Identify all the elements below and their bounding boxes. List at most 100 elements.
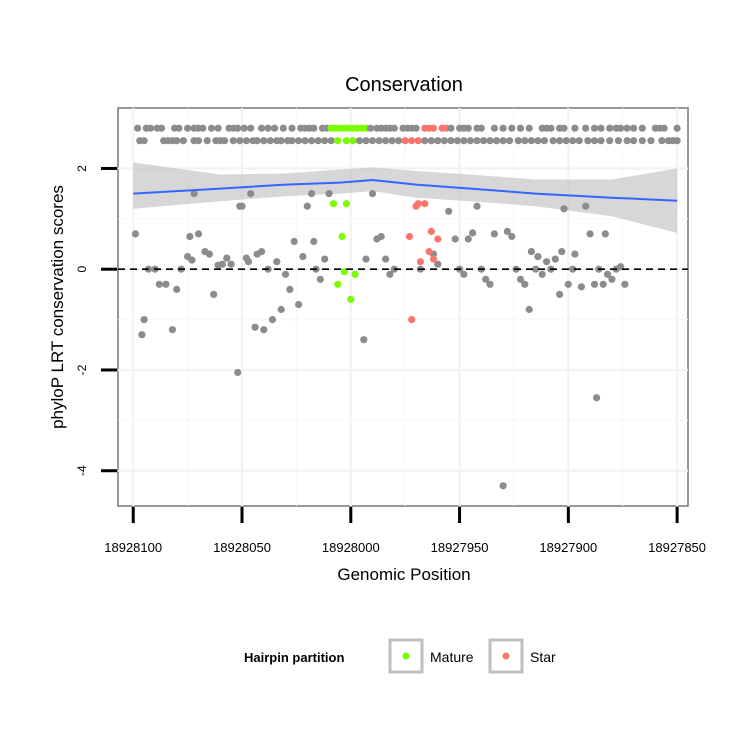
top-point-other xyxy=(242,137,250,145)
top-point-other xyxy=(390,124,398,132)
point-other xyxy=(508,232,516,241)
y-tick-label: 0 xyxy=(75,266,89,273)
x-axis-label: Genomic Position xyxy=(337,565,470,584)
point-other xyxy=(218,260,226,268)
legend-label-mature: Mature xyxy=(430,649,474,665)
confidence-ribbon-layer xyxy=(133,162,678,233)
x-tick-label: 18927850 xyxy=(648,540,706,555)
top-point-other xyxy=(240,124,248,132)
top-point-other xyxy=(623,137,631,145)
smooth-line-layer xyxy=(133,178,678,202)
top-point-other xyxy=(247,124,255,132)
point-other xyxy=(582,202,590,210)
point-other xyxy=(527,248,536,256)
top-point-other xyxy=(310,124,318,132)
top-point-other xyxy=(321,137,329,145)
point-star xyxy=(425,248,433,256)
top-point-other xyxy=(140,137,148,145)
point-other xyxy=(608,275,616,283)
point-other xyxy=(173,285,181,293)
point-other xyxy=(445,207,453,215)
top-point-other xyxy=(477,124,485,132)
point-other xyxy=(473,202,481,210)
top-point-other xyxy=(638,124,646,132)
point-other xyxy=(155,280,163,288)
point-other xyxy=(190,190,198,198)
top-point-other xyxy=(179,137,187,145)
point-other xyxy=(377,232,385,241)
top-point-other xyxy=(447,137,455,145)
top-point-other xyxy=(590,124,599,132)
top-point-other xyxy=(630,137,638,145)
point-other xyxy=(368,190,377,198)
top-point-other xyxy=(362,137,370,145)
x-axis: 18928100 18928050 18928000 18927950 18927900… xyxy=(104,507,706,555)
top-point-other xyxy=(673,124,681,132)
point-other xyxy=(571,250,579,258)
legend-title: Hairpin partition xyxy=(244,650,344,665)
top-point-other xyxy=(229,137,237,145)
top-point-other xyxy=(486,137,494,145)
point-other xyxy=(194,230,203,238)
point-other xyxy=(538,270,546,278)
point-other xyxy=(532,265,540,273)
top-point-other xyxy=(440,137,448,145)
top-point-other xyxy=(271,124,279,132)
point-other xyxy=(577,283,586,291)
top-point-other xyxy=(623,124,631,132)
point-other xyxy=(586,230,594,238)
point-other xyxy=(469,229,477,237)
top-point-other xyxy=(658,137,666,145)
point-other xyxy=(543,258,551,266)
point-other xyxy=(556,290,564,298)
point-other xyxy=(223,254,231,262)
point-other xyxy=(486,280,494,288)
top-point-other xyxy=(366,124,374,132)
point-other xyxy=(188,256,196,264)
point-other xyxy=(560,205,568,213)
top-point-other xyxy=(534,137,542,145)
top-point-other xyxy=(521,137,529,145)
point-other xyxy=(299,253,307,261)
top-point-other xyxy=(221,137,229,145)
point-other xyxy=(205,250,213,258)
point-other xyxy=(140,316,148,324)
point-other xyxy=(286,285,294,293)
top-point-other xyxy=(499,137,507,145)
point-other xyxy=(499,482,507,490)
point-other xyxy=(590,280,599,288)
top-point-other xyxy=(295,137,303,145)
point-other xyxy=(273,258,281,266)
point-other xyxy=(316,275,324,283)
point-other xyxy=(503,227,511,235)
top-point-other xyxy=(234,124,242,132)
point-other xyxy=(386,270,394,278)
top-point-other xyxy=(490,124,498,132)
top-point-other xyxy=(492,137,501,145)
top-point-other xyxy=(412,124,420,132)
top-point-other xyxy=(614,137,623,145)
top-point-mature xyxy=(349,137,357,145)
point-other xyxy=(268,316,277,324)
top-point-other xyxy=(277,137,285,145)
top-point-other xyxy=(606,124,614,132)
point-star xyxy=(421,200,429,208)
top-point-other xyxy=(597,137,605,145)
point-other xyxy=(464,235,472,243)
point-other xyxy=(277,305,285,314)
top-point-star xyxy=(401,137,409,145)
point-other xyxy=(186,232,194,241)
top-point-other xyxy=(427,137,435,145)
point-mature xyxy=(347,295,355,303)
point-star xyxy=(429,255,438,263)
top-point-other xyxy=(266,137,274,145)
top-point-other xyxy=(214,124,222,132)
point-star xyxy=(405,232,414,241)
point-star xyxy=(427,227,435,235)
legend-key-star xyxy=(488,638,524,674)
point-other xyxy=(490,230,498,238)
y-tick-label: -4 xyxy=(75,465,89,476)
top-point-other xyxy=(560,124,568,132)
top-point-other xyxy=(203,137,211,145)
point-other xyxy=(238,202,246,210)
